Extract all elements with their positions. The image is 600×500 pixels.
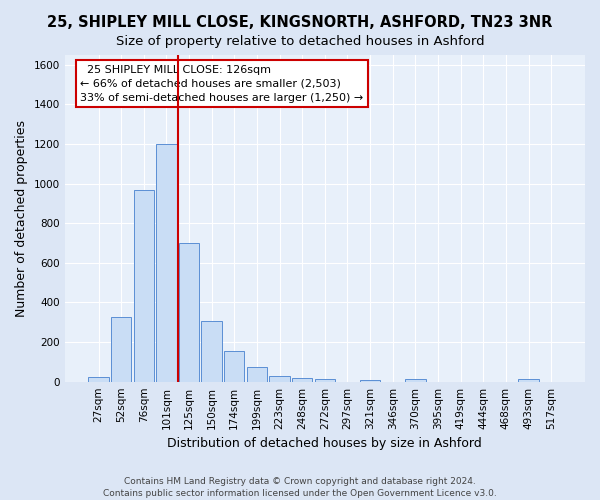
- Bar: [518, 380, 539, 382]
- Bar: [405, 378, 425, 382]
- Bar: [88, 376, 109, 382]
- Bar: [314, 380, 335, 382]
- Bar: [111, 318, 131, 382]
- Text: Size of property relative to detached houses in Ashford: Size of property relative to detached ho…: [116, 35, 484, 48]
- Text: 25, SHIPLEY MILL CLOSE, KINGSNORTH, ASHFORD, TN23 3NR: 25, SHIPLEY MILL CLOSE, KINGSNORTH, ASHF…: [47, 15, 553, 30]
- Bar: [224, 351, 244, 382]
- Bar: [156, 144, 176, 382]
- Bar: [247, 367, 267, 382]
- Bar: [292, 378, 313, 382]
- Bar: [202, 322, 222, 382]
- Text: Contains HM Land Registry data © Crown copyright and database right 2024.
Contai: Contains HM Land Registry data © Crown c…: [103, 476, 497, 498]
- X-axis label: Distribution of detached houses by size in Ashford: Distribution of detached houses by size …: [167, 437, 482, 450]
- Text: 25 SHIPLEY MILL CLOSE: 126sqm  
← 66% of detached houses are smaller (2,503)
33%: 25 SHIPLEY MILL CLOSE: 126sqm ← 66% of d…: [80, 65, 364, 103]
- Y-axis label: Number of detached properties: Number of detached properties: [15, 120, 28, 317]
- Bar: [179, 243, 199, 382]
- Bar: [360, 380, 380, 382]
- Bar: [269, 376, 290, 382]
- Bar: [134, 190, 154, 382]
